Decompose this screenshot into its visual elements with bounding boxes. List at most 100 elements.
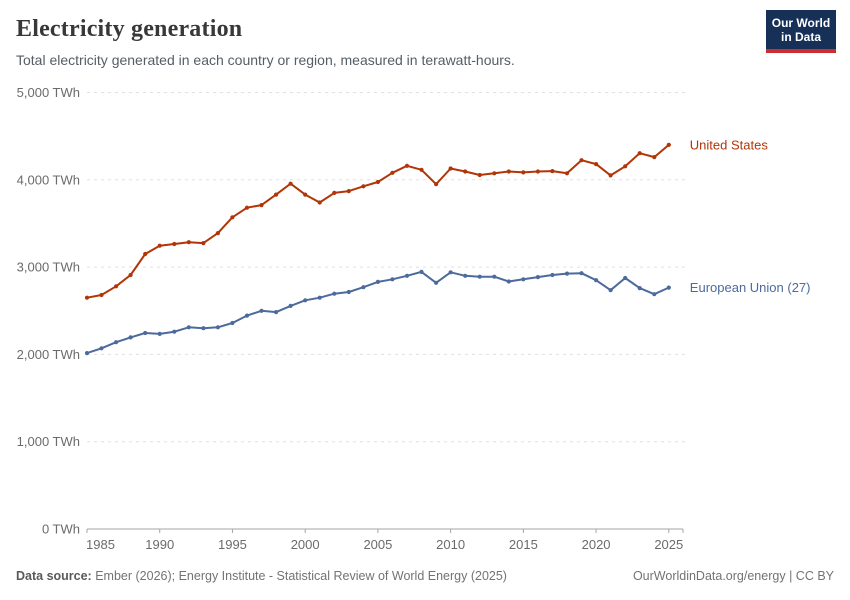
european-union-27-point-1993[interactable]	[201, 326, 206, 331]
united-states-point-1994[interactable]	[215, 231, 220, 236]
united-states-point-2016[interactable]	[535, 169, 541, 174]
united-states-point-1985[interactable]	[84, 295, 90, 300]
footer-separator: |	[789, 569, 793, 583]
european-union-27-point-2008[interactable]	[419, 269, 424, 274]
united-states-point-1987[interactable]	[114, 284, 119, 289]
y-tick-label-5000: 5,000 TWh	[17, 85, 80, 100]
united-states-point-1992[interactable]	[186, 240, 191, 245]
united-states-point-2010[interactable]	[448, 166, 453, 171]
united-states-point-2004[interactable]	[361, 184, 366, 189]
european-union-27-point-1985[interactable]	[84, 351, 90, 356]
plot-area: 0 TWh 1,000 TWh 2,000 TWh 3,000 TWh 4,000 TW…	[17, 85, 685, 552]
owid-energy-link[interactable]: OurWorldinData.org/energy	[632, 569, 786, 583]
united-states-point-1988[interactable]	[128, 272, 133, 278]
european-union-27-point-2024[interactable]	[652, 292, 657, 297]
united-states-point-2002[interactable]	[332, 190, 337, 195]
united-states-point-1997[interactable]	[259, 203, 264, 208]
european-union-27-point-1997[interactable]	[259, 308, 264, 313]
united-states-point-2005[interactable]	[375, 179, 380, 185]
european-union-27-point-2000[interactable]	[303, 298, 308, 303]
united-states-point-1996[interactable]	[244, 205, 250, 210]
united-states-point-1993[interactable]	[201, 241, 206, 246]
legend-label-united-states[interactable]: United States	[690, 137, 769, 152]
european-union-27-point-2009[interactable]	[434, 280, 439, 285]
united-states-point-1990[interactable]	[157, 243, 162, 248]
european-union-27-line[interactable]	[86, 270, 670, 355]
european-union-27-point-2019[interactable]	[579, 271, 584, 276]
european-union-27-point-1994[interactable]	[215, 325, 220, 330]
european-union-27-point-2005[interactable]	[375, 279, 380, 284]
x-tick-label-1990: 1990	[145, 537, 174, 552]
european-union-27-point-2025[interactable]	[666, 285, 671, 290]
european-union-27-point-2023[interactable]	[637, 286, 642, 291]
data-source-label: Data source:	[16, 569, 92, 583]
united-states-point-2000[interactable]	[303, 192, 308, 197]
european-union-27-point-2020[interactable]	[594, 278, 599, 283]
european-union-27-point-1998[interactable]	[274, 310, 279, 315]
european-union-27-point-2004[interactable]	[361, 285, 366, 290]
european-union-27-point-1992[interactable]	[186, 325, 191, 330]
data-source-note: Data source: Ember (2026); Energy Instit…	[16, 569, 507, 583]
european-union-27-point-2016[interactable]	[535, 275, 541, 280]
european-union-27-point-2013[interactable]	[492, 274, 497, 279]
united-states-point-2015[interactable]	[521, 170, 526, 175]
european-union-27-point-2015[interactable]	[521, 277, 526, 282]
european-union-27-point-2017[interactable]	[550, 272, 555, 278]
united-states-point-2023[interactable]	[637, 151, 642, 156]
united-states-point-2020[interactable]	[594, 162, 599, 167]
united-states-point-1995[interactable]	[230, 215, 235, 220]
european-union-27-point-1986[interactable]	[99, 346, 104, 351]
united-states-point-2011[interactable]	[463, 169, 468, 174]
united-states-point-2025[interactable]	[666, 142, 671, 147]
european-union-27-point-1990[interactable]	[157, 331, 162, 336]
united-states-point-2019[interactable]	[579, 158, 584, 163]
european-union-27-point-2022[interactable]	[623, 275, 628, 281]
owid-logo[interactable]: Our World in Data	[766, 10, 836, 53]
european-union-27-point-2018[interactable]	[564, 271, 570, 276]
european-union-27-point-2002[interactable]	[332, 291, 337, 296]
x-tick-label-1995: 1995	[218, 537, 247, 552]
european-union-27-point-1989[interactable]	[143, 330, 148, 336]
united-states-point-1986[interactable]	[99, 292, 104, 298]
european-union-27-point-2021[interactable]	[608, 288, 613, 293]
european-union-27-point-2003[interactable]	[346, 289, 351, 295]
united-states-point-2012[interactable]	[477, 172, 482, 178]
european-union-27-point-2010[interactable]	[448, 270, 453, 275]
european-union-27-point-2001[interactable]	[317, 295, 322, 300]
european-union-27-point-2012[interactable]	[477, 274, 482, 279]
united-states-point-2001[interactable]	[317, 200, 322, 205]
united-states-point-2009[interactable]	[434, 182, 439, 187]
united-states-point-1999[interactable]	[288, 181, 293, 186]
european-union-27-point-1999[interactable]	[288, 303, 293, 308]
united-states-point-2013[interactable]	[492, 171, 497, 176]
european-union-27-point-1988[interactable]	[128, 335, 133, 340]
united-states-point-2022[interactable]	[623, 164, 628, 169]
united-states-point-2017[interactable]	[550, 169, 555, 174]
european-union-27-point-2006[interactable]	[390, 277, 395, 282]
united-states-point-1989[interactable]	[143, 251, 148, 257]
united-states-point-1998[interactable]	[274, 192, 279, 197]
united-states-point-2021[interactable]	[608, 173, 613, 178]
united-states-point-2018[interactable]	[564, 171, 570, 176]
y-tick-label-4000: 4,000 TWh	[17, 172, 80, 187]
european-union-27-point-1996[interactable]	[244, 313, 250, 318]
cc-by-link[interactable]: CC BY	[795, 569, 834, 583]
united-states-point-2003[interactable]	[346, 189, 351, 194]
european-union-27-point-2014[interactable]	[506, 279, 511, 284]
european-union-27-point-1991[interactable]	[172, 329, 177, 334]
european-union-27-point-2011[interactable]	[463, 273, 468, 278]
united-states-point-2007[interactable]	[404, 163, 410, 168]
united-states-point-2006[interactable]	[390, 170, 395, 175]
united-states-point-2024[interactable]	[652, 155, 657, 160]
european-union-27-point-2007[interactable]	[404, 273, 410, 278]
footer-links: OurWorldinData.org/energy | CC BY	[633, 569, 834, 583]
united-states-point-2008[interactable]	[419, 167, 424, 172]
european-union-27-point-1987[interactable]	[114, 340, 119, 345]
european-union-27-point-1995[interactable]	[230, 320, 235, 326]
legend-label-european-union-27[interactable]: European Union (27)	[690, 280, 811, 295]
data-source-text: Ember (2026); Energy Institute - Statist…	[95, 569, 507, 583]
united-states-point-1991[interactable]	[172, 241, 177, 247]
united-states-point-2014[interactable]	[506, 169, 511, 174]
